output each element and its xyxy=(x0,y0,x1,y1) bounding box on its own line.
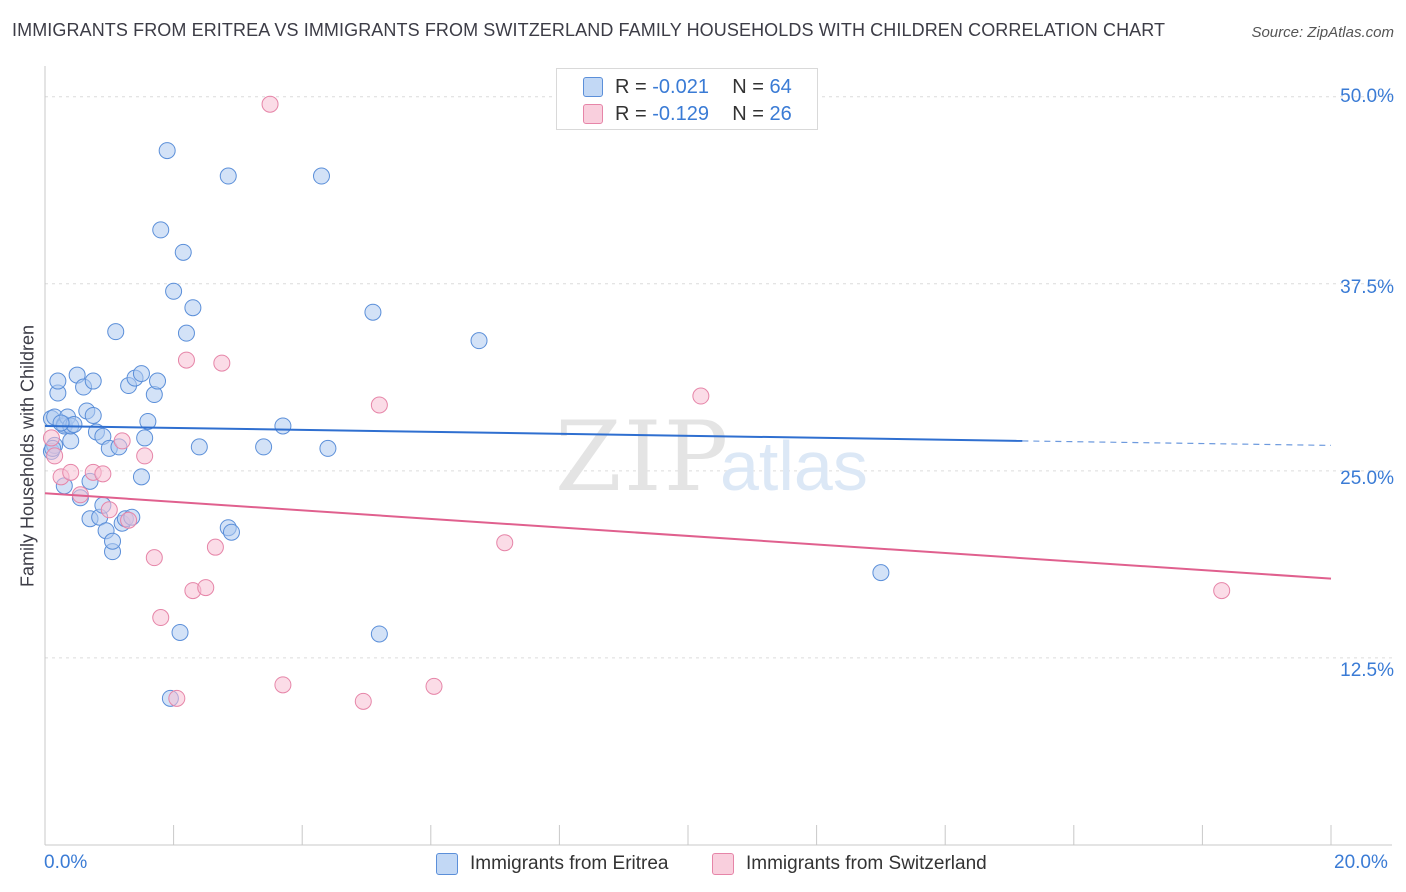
point-eritrea xyxy=(274,417,292,435)
point-switzerland xyxy=(213,354,231,372)
point-eritrea xyxy=(171,623,189,641)
point-eritrea xyxy=(132,468,150,486)
y-tick-12-5: 12.5% xyxy=(1340,660,1394,681)
point-switzerland xyxy=(120,511,138,529)
point-switzerland xyxy=(46,447,64,465)
point-switzerland xyxy=(100,501,118,519)
point-switzerland xyxy=(145,549,163,567)
point-eritrea xyxy=(104,532,122,550)
source-note: Source: ZipAtlas.com xyxy=(1251,24,1394,41)
point-eritrea xyxy=(184,299,202,317)
legend-r-label: R = xyxy=(615,75,647,98)
point-switzerland xyxy=(113,432,131,450)
legend-r-label: R = xyxy=(615,102,647,125)
bottom-legend-swatch-switzerland xyxy=(712,853,734,875)
bottom-legend-eritrea: Immigrants from Eritrea xyxy=(436,851,668,877)
x-tick-max: 20.0% xyxy=(1334,852,1388,873)
point-switzerland xyxy=(62,463,80,481)
point-eritrea xyxy=(165,282,183,300)
point-eritrea xyxy=(107,323,125,341)
point-eritrea xyxy=(52,414,70,432)
bottom-legend-label-switzerland: Immigrants from Switzerland xyxy=(746,853,987,874)
trend-line-eritrea-extension xyxy=(1022,440,1332,447)
bottom-legend-swatch-eritrea xyxy=(436,853,458,875)
point-switzerland xyxy=(274,676,292,694)
y-tick-25: 25.0% xyxy=(1340,468,1394,489)
point-eritrea xyxy=(319,439,337,457)
point-switzerland xyxy=(168,689,186,707)
trend-line-eritrea xyxy=(44,424,1023,442)
legend-n-value-eritrea: 64 xyxy=(769,75,792,98)
legend-swatch-switzerland xyxy=(583,104,603,124)
point-eritrea xyxy=(470,332,488,350)
legend-r-value-eritrea: -0.021 xyxy=(652,75,709,98)
point-switzerland xyxy=(370,396,388,414)
trend-lines xyxy=(44,424,1332,580)
point-switzerland xyxy=(136,447,154,465)
point-eritrea xyxy=(312,167,330,185)
point-eritrea xyxy=(136,429,154,447)
point-switzerland xyxy=(692,387,710,405)
point-switzerland xyxy=(261,95,279,113)
point-eritrea xyxy=(132,365,150,383)
y-tick-50: 50.0% xyxy=(1340,86,1394,107)
point-eritrea xyxy=(152,221,170,239)
point-eritrea xyxy=(149,372,167,390)
y-tick-37-5: 37.5% xyxy=(1340,277,1394,298)
point-switzerland xyxy=(1213,582,1231,600)
point-eritrea xyxy=(174,243,192,261)
legend-row-eritrea: R = -0.021 N = 64 xyxy=(583,75,792,99)
point-eritrea xyxy=(190,438,208,456)
point-switzerland xyxy=(197,579,215,597)
point-eritrea xyxy=(139,412,157,430)
point-eritrea xyxy=(255,438,273,456)
watermark-zip: ZIP xyxy=(555,401,730,513)
chart-title: IMMIGRANTS FROM ERITREA VS IMMIGRANTS FR… xyxy=(12,20,1166,40)
point-eritrea xyxy=(370,625,388,643)
point-eritrea xyxy=(222,523,240,541)
data-points xyxy=(42,95,1231,710)
point-eritrea xyxy=(872,564,890,582)
watermark-atlas: atlas xyxy=(720,427,868,505)
point-eritrea xyxy=(84,372,102,390)
legend-n-value-switzerland: 26 xyxy=(769,102,792,125)
point-switzerland xyxy=(42,429,60,447)
point-eritrea xyxy=(49,372,67,390)
point-switzerland xyxy=(94,465,112,483)
point-eritrea xyxy=(84,406,102,424)
bottom-legend-switzerland: Immigrants from Switzerland xyxy=(712,851,987,877)
legend-swatch-eritrea xyxy=(583,77,603,97)
point-switzerland xyxy=(354,692,372,710)
correlation-legend: R = -0.021 N = 64 R = -0.129 N = 26 xyxy=(556,68,818,130)
point-eritrea xyxy=(158,142,176,160)
gridlines xyxy=(45,96,1392,659)
point-eritrea xyxy=(177,324,195,342)
legend-row-switzerland: R = -0.129 N = 26 xyxy=(583,102,792,126)
point-switzerland xyxy=(177,351,195,369)
trend-line-switzerland xyxy=(44,492,1332,580)
point-switzerland xyxy=(425,677,443,695)
point-eritrea xyxy=(364,303,382,321)
point-switzerland xyxy=(152,609,170,627)
point-switzerland xyxy=(206,538,224,556)
watermark: ZIP atlas xyxy=(555,401,868,513)
x-tick-min: 0.0% xyxy=(44,852,88,873)
legend-r-value-switzerland: -0.129 xyxy=(652,102,709,125)
legend-n-label: N = xyxy=(732,102,764,125)
bottom-legend-label-eritrea: Immigrants from Eritrea xyxy=(470,853,669,874)
legend-n-label: N = xyxy=(732,75,764,98)
point-switzerland xyxy=(496,534,514,552)
point-eritrea xyxy=(219,167,237,185)
point-eritrea xyxy=(62,432,80,450)
